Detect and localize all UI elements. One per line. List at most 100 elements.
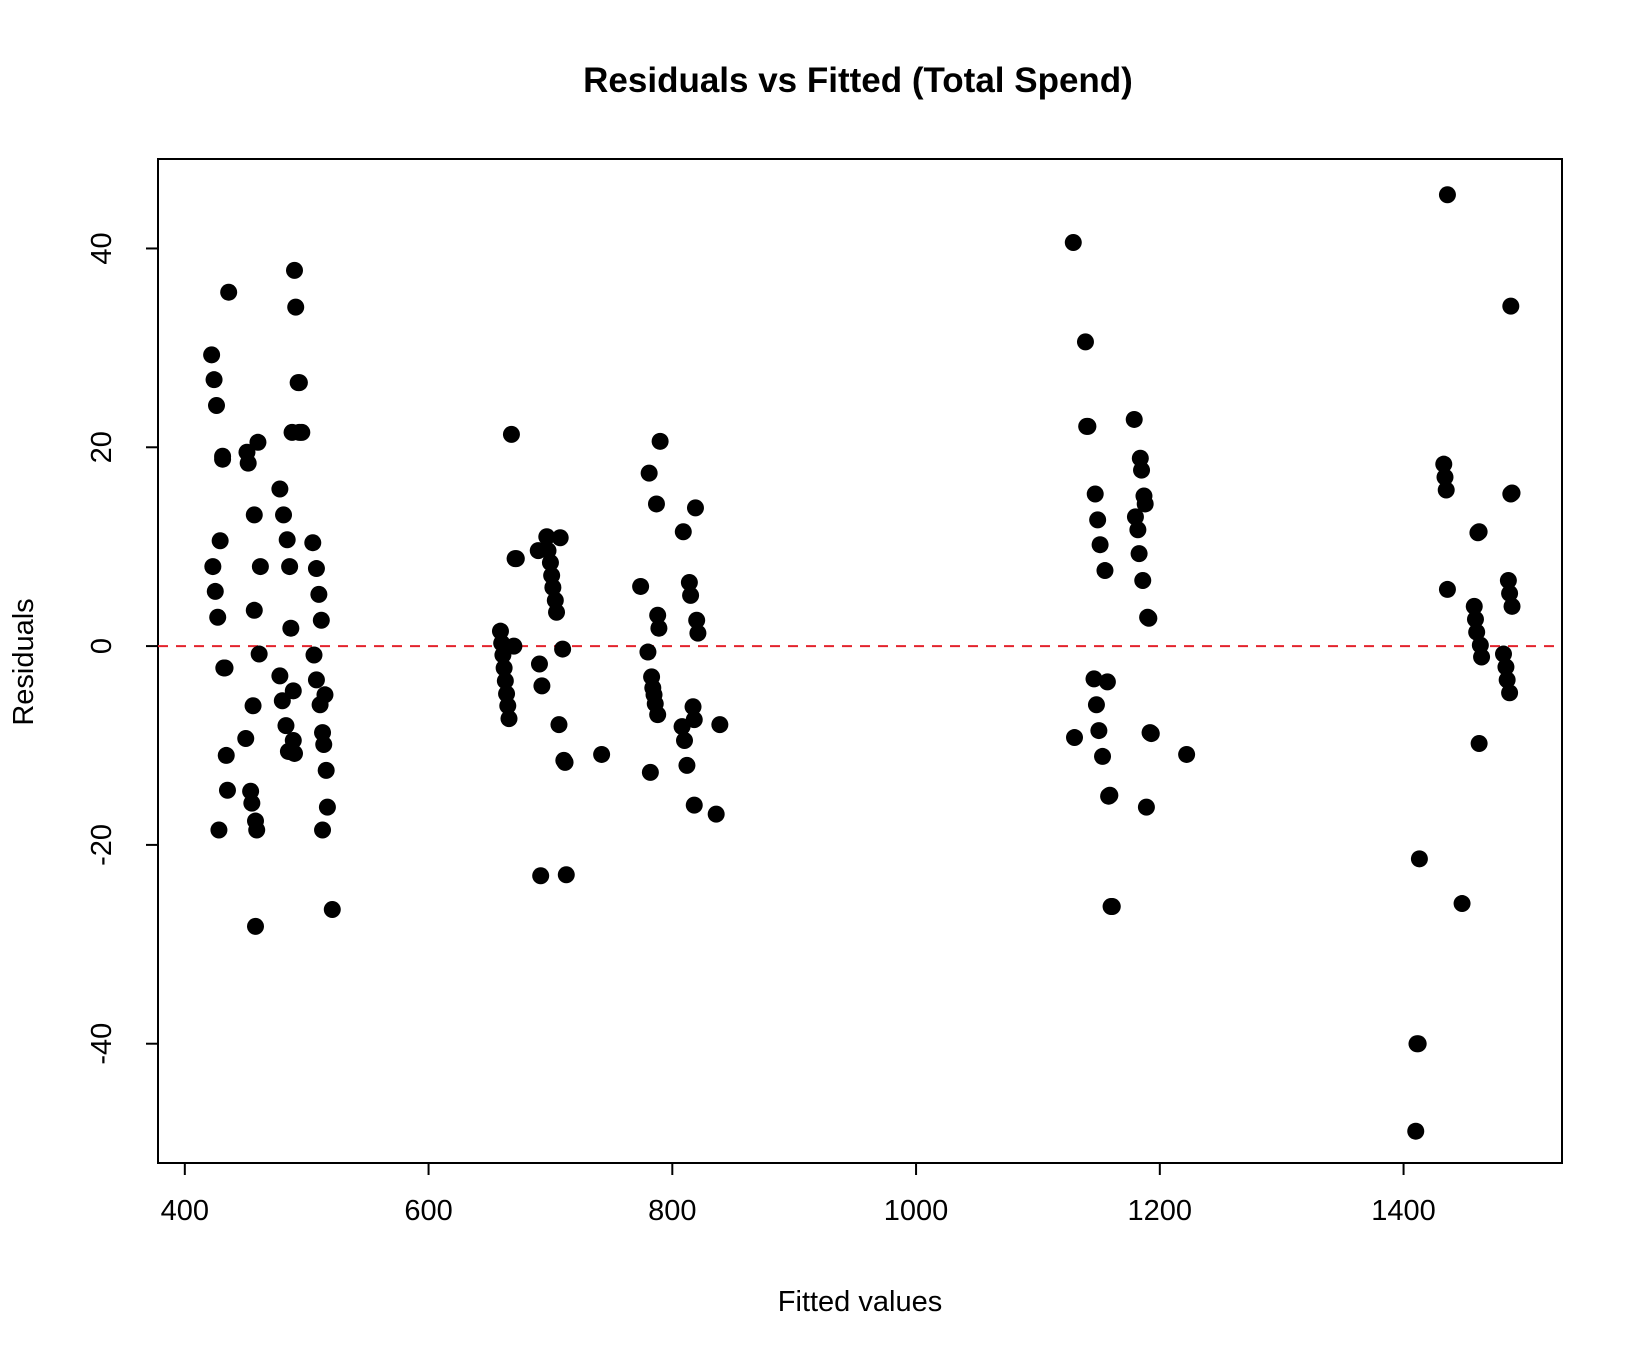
data-point xyxy=(243,794,261,812)
data-point xyxy=(1091,536,1109,554)
data-point xyxy=(1409,1035,1427,1053)
data-point xyxy=(530,655,548,673)
data-point xyxy=(1125,410,1143,428)
data-point xyxy=(1497,658,1515,676)
data-point xyxy=(281,558,299,576)
data-point xyxy=(239,454,257,472)
data-point xyxy=(1126,508,1144,526)
data-point xyxy=(1435,455,1453,473)
data-point xyxy=(318,798,336,816)
data-point xyxy=(216,659,234,677)
data-point xyxy=(237,730,255,748)
data-point xyxy=(1437,481,1455,499)
x-tick-label: 600 xyxy=(404,1195,452,1227)
data-point xyxy=(204,558,222,576)
data-point xyxy=(1470,523,1488,541)
data-point xyxy=(641,763,659,781)
data-point xyxy=(707,805,725,823)
data-point xyxy=(209,608,227,626)
data-point xyxy=(284,732,302,750)
data-point xyxy=(1178,745,1196,763)
data-point xyxy=(647,495,665,513)
y-tick-label: 0 xyxy=(86,638,118,654)
data-point xyxy=(304,534,322,552)
data-point xyxy=(218,781,236,799)
data-point xyxy=(554,640,572,658)
data-point xyxy=(251,558,269,576)
data-point xyxy=(556,753,574,771)
data-point xyxy=(548,603,566,621)
data-point xyxy=(1502,297,1520,315)
data-point xyxy=(551,529,569,547)
data-point xyxy=(1098,673,1116,691)
y-axis-label: Residuals xyxy=(8,598,40,725)
data-point xyxy=(550,716,568,734)
data-point xyxy=(1089,511,1107,529)
data-point xyxy=(650,619,668,637)
data-point xyxy=(203,346,221,364)
chart-title: Residuals vs Fitted (Total Spend) xyxy=(583,61,1133,100)
data-point xyxy=(505,637,523,655)
x-tick-label: 1400 xyxy=(1371,1195,1436,1227)
data-point xyxy=(682,586,700,604)
data-point xyxy=(1087,696,1105,714)
data-point xyxy=(210,821,228,839)
data-point xyxy=(689,624,707,642)
data-point xyxy=(499,697,517,715)
points-layer xyxy=(203,186,1521,1140)
data-point xyxy=(1473,648,1491,666)
data-point xyxy=(206,582,224,600)
data-point xyxy=(1064,234,1082,252)
data-point xyxy=(282,619,300,637)
data-point xyxy=(250,645,268,663)
data-point xyxy=(684,698,702,716)
y-tick-label: -40 xyxy=(86,1023,118,1065)
data-point xyxy=(245,506,263,524)
data-point xyxy=(1436,468,1454,486)
data-point xyxy=(305,646,323,664)
x-axis: 400 600 800 1000 1200 1400 xyxy=(161,1162,1436,1227)
y-tick-label: 20 xyxy=(86,431,118,463)
data-point xyxy=(680,573,698,591)
data-point xyxy=(217,746,235,764)
data-point xyxy=(632,577,650,595)
data-point xyxy=(1129,521,1147,539)
data-point xyxy=(1140,609,1158,627)
data-point xyxy=(1466,610,1484,628)
x-tick-label: 1000 xyxy=(884,1195,949,1227)
data-point xyxy=(211,532,229,550)
data-point xyxy=(557,866,575,884)
data-point xyxy=(674,523,692,541)
data-point xyxy=(1094,747,1112,765)
data-point xyxy=(1090,722,1108,740)
data-point xyxy=(271,667,289,685)
data-point xyxy=(1076,333,1094,351)
data-point xyxy=(1501,684,1519,702)
data-point xyxy=(640,464,658,482)
data-point xyxy=(248,821,266,839)
data-point xyxy=(1498,671,1516,689)
data-point xyxy=(593,745,611,763)
data-point xyxy=(686,499,704,517)
data-point xyxy=(1410,850,1428,868)
x-axis-label: Fitted values xyxy=(778,1286,942,1318)
data-point xyxy=(1085,670,1103,688)
data-point xyxy=(676,732,693,750)
data-point xyxy=(1096,562,1114,580)
data-point xyxy=(500,710,518,728)
data-point xyxy=(275,506,293,524)
data-point xyxy=(1103,898,1121,916)
data-point xyxy=(273,692,291,710)
data-point xyxy=(1465,597,1483,615)
data-point xyxy=(1134,571,1152,589)
y-axis: -40 -20 0 20 40 xyxy=(86,232,158,1065)
data-point xyxy=(1079,417,1097,435)
data-point xyxy=(1086,485,1104,503)
data-point xyxy=(685,711,703,729)
data-point xyxy=(284,682,302,700)
data-point xyxy=(220,283,238,301)
data-point xyxy=(532,867,550,885)
data-point xyxy=(1137,798,1155,816)
data-point xyxy=(1503,484,1521,502)
